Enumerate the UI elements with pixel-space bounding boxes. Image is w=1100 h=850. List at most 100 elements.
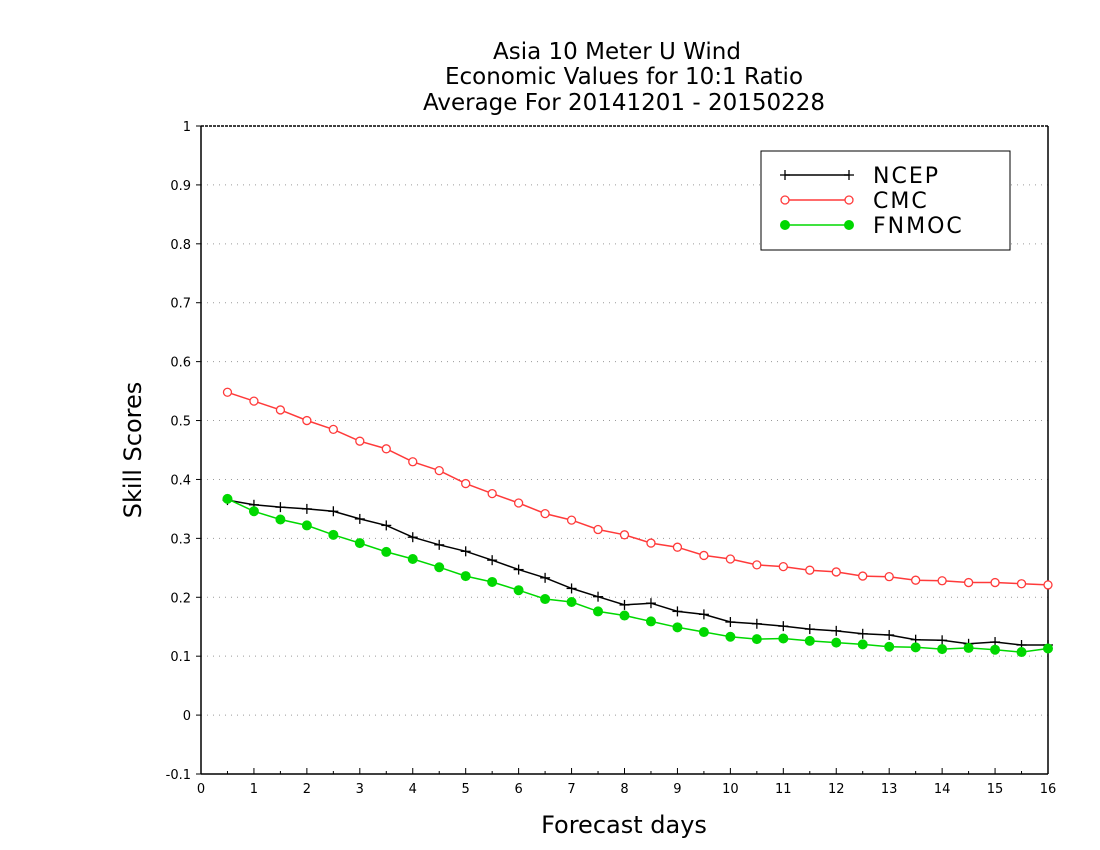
chart-title-line-3: Average For 20141201 - 20150228 <box>423 90 825 116</box>
y-tick-label: 0.7 <box>170 297 191 312</box>
data-point-cmc <box>1043 580 1053 590</box>
x-tick-label: 12 <box>828 782 845 797</box>
data-point-cmc <box>646 538 656 548</box>
x-tick-label: 14 <box>934 782 951 797</box>
data-point-ncep <box>778 621 789 632</box>
tick-labels: -0.100.10.20.30.40.50.60.70.80.910 1 2 3 4 5 6… <box>166 120 1057 797</box>
y-tick-label: 0.9 <box>170 179 191 194</box>
data-point-cmc <box>619 530 630 540</box>
data-point-fnmoc <box>407 553 418 564</box>
data-point-fnmoc <box>672 622 683 633</box>
data-point-cmc <box>434 465 444 476</box>
data-point-fnmoc <box>619 610 630 621</box>
data-point-fnmoc <box>513 585 524 596</box>
axes <box>196 125 1049 775</box>
x-tick-label: 4 <box>409 782 417 797</box>
data-point-ncep <box>884 629 895 640</box>
data-point-cmc <box>275 405 286 415</box>
data-point-fnmoc <box>804 635 815 646</box>
data-point-cmc <box>858 571 868 581</box>
y-tick-label: -0.1 <box>166 768 191 783</box>
legend-marker-ncep <box>844 170 854 180</box>
x-tick-label: 0 <box>197 782 205 797</box>
data-point-ncep <box>381 520 392 531</box>
data-point-ncep <box>672 606 683 617</box>
data-point-cmc <box>884 572 894 582</box>
data-point-ncep <box>354 513 365 524</box>
data-point-ncep <box>937 635 948 646</box>
data-point-fnmoc <box>275 514 286 525</box>
x-tick-label: 8 <box>620 782 628 797</box>
data-point-fnmoc <box>698 627 709 638</box>
x-tick-label: 11 <box>775 782 792 797</box>
data-point-ncep <box>645 598 656 609</box>
data-point-cmc <box>487 488 497 499</box>
x-tick-label: 9 <box>673 782 681 797</box>
data-point-cmc <box>381 444 391 454</box>
data-point-ncep <box>407 532 418 543</box>
y-tick-label: 0.6 <box>170 356 191 371</box>
data-point-fnmoc <box>1043 643 1053 654</box>
legend-marker-cmc <box>844 195 854 205</box>
legend-marker-fnmoc <box>780 220 790 230</box>
data-point-fnmoc <box>857 639 868 650</box>
data-point-fnmoc <box>248 506 259 517</box>
data-point-cmc <box>725 554 736 564</box>
data-point-cmc <box>778 561 788 572</box>
data-point-fnmoc <box>884 641 895 652</box>
data-point-cmc <box>249 396 259 406</box>
y-axis-label: Skill Scores <box>119 382 147 519</box>
data-point-fnmoc <box>990 644 1001 655</box>
data-point-ncep <box>725 617 736 628</box>
data-point-fnmoc <box>540 594 551 605</box>
y-tick-label: 0.2 <box>170 591 191 606</box>
data-point-cmc <box>672 542 683 552</box>
data-point-cmc <box>222 387 233 397</box>
data-point-fnmoc <box>963 642 974 653</box>
x-tick-label: 16 <box>1040 782 1057 797</box>
data-point-cmc <box>937 576 947 586</box>
data-point-ncep <box>857 628 868 639</box>
data-point-fnmoc <box>301 520 312 531</box>
x-axis-label: Forecast days <box>541 811 707 839</box>
data-point-fnmoc <box>1016 647 1027 658</box>
data-point-ncep <box>566 583 577 594</box>
data-point-fnmoc <box>778 633 789 644</box>
data-point-fnmoc <box>645 616 656 627</box>
data-point-cmc <box>302 415 312 426</box>
legend-marker-ncep <box>780 170 790 180</box>
data-point-fnmoc <box>460 571 471 582</box>
legend-marker-fnmoc <box>844 220 854 230</box>
chart-title: Asia 10 Meter U Wind Economic Values for… <box>423 39 825 116</box>
data-point-cmc <box>461 478 471 489</box>
data-point-cmc <box>540 508 550 519</box>
data-point-cmc <box>805 565 815 575</box>
data-point-ncep <box>275 502 286 513</box>
data-point-cmc <box>963 577 974 588</box>
data-point-ncep <box>804 624 815 635</box>
data-point-fnmoc <box>937 644 948 655</box>
y-tick-label: 0.5 <box>170 415 191 430</box>
data-point-fnmoc <box>354 538 365 549</box>
series-line-ncep <box>227 499 1048 646</box>
y-tick-label: 0.1 <box>170 650 191 665</box>
legend-label-ncep: NCEP <box>873 164 940 189</box>
data-point-fnmoc <box>751 634 762 645</box>
data-point-fnmoc <box>434 562 445 573</box>
x-tick-label: 7 <box>567 782 575 797</box>
data-point-cmc <box>699 550 709 561</box>
data-point-ncep <box>698 609 709 620</box>
chart-title-line-2: Economic Values for 10:1 Ratio <box>445 64 803 90</box>
data-point-cmc <box>513 498 524 508</box>
legend-item-cmc: CMC <box>780 189 927 214</box>
y-tick-label: 1 <box>183 120 191 135</box>
chart-title-line-1: Asia 10 Meter U Wind <box>493 39 741 65</box>
x-tick-label: 5 <box>462 782 470 797</box>
legend-marker-cmc <box>780 195 790 205</box>
data-series <box>222 387 1053 658</box>
x-tick-label: 3 <box>356 782 364 797</box>
x-tick-label: 1 <box>250 782 258 797</box>
data-point-ncep <box>513 564 524 575</box>
